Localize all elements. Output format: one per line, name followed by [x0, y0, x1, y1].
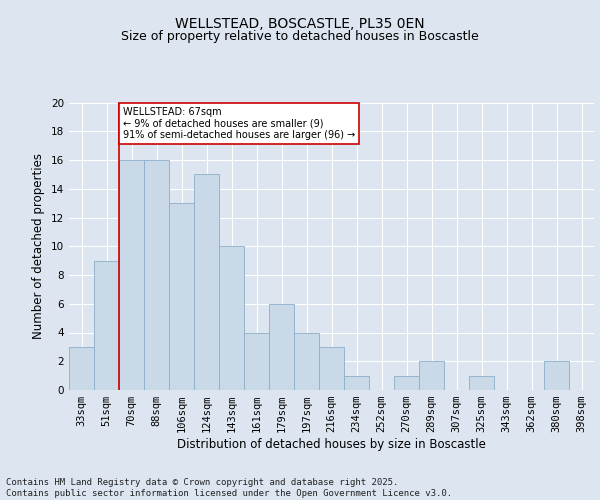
Text: WELLSTEAD, BOSCASTLE, PL35 0EN: WELLSTEAD, BOSCASTLE, PL35 0EN: [175, 18, 425, 32]
Text: Size of property relative to detached houses in Boscastle: Size of property relative to detached ho…: [121, 30, 479, 43]
Text: Contains HM Land Registry data © Crown copyright and database right 2025.
Contai: Contains HM Land Registry data © Crown c…: [6, 478, 452, 498]
Bar: [319, 347, 344, 390]
Bar: [169, 203, 194, 390]
Text: WELLSTEAD: 67sqm
← 9% of detached houses are smaller (9)
91% of semi-detached ho: WELLSTEAD: 67sqm ← 9% of detached houses…: [123, 107, 355, 140]
Bar: [94, 260, 119, 390]
Bar: [119, 160, 144, 390]
Bar: [194, 174, 219, 390]
Bar: [219, 246, 244, 390]
Bar: [419, 361, 444, 390]
Bar: [469, 376, 494, 390]
Bar: [344, 376, 369, 390]
X-axis label: Distribution of detached houses by size in Boscastle: Distribution of detached houses by size …: [177, 438, 486, 451]
Bar: [244, 332, 269, 390]
Bar: [294, 332, 319, 390]
Bar: [544, 361, 569, 390]
Y-axis label: Number of detached properties: Number of detached properties: [32, 153, 46, 340]
Bar: [269, 304, 294, 390]
Bar: [69, 347, 94, 390]
Bar: [394, 376, 419, 390]
Bar: [144, 160, 169, 390]
